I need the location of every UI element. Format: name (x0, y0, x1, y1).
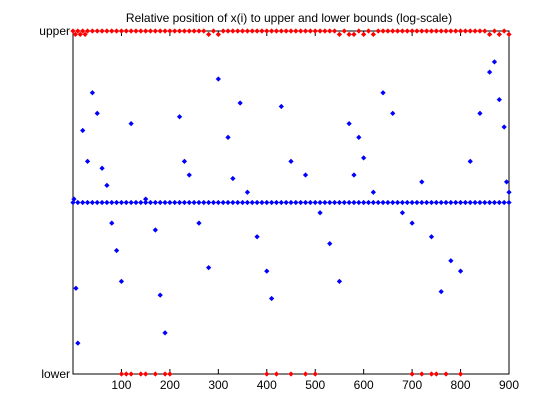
x-tick-label: 600 (354, 378, 374, 392)
series-3 (119, 372, 463, 376)
x-tick-label: 200 (160, 378, 180, 392)
x-tick-label: 800 (451, 378, 471, 392)
x-tick-label: 400 (257, 378, 277, 392)
x-tick-label: 900 (499, 378, 519, 392)
x-tick-label: 700 (402, 378, 422, 392)
chart-title: Relative position of x(i) to upper and l… (126, 11, 452, 25)
y-tick-label: upper (39, 24, 70, 38)
x-tick-label: 100 (111, 378, 131, 392)
x-tick-label: 500 (305, 378, 325, 392)
y-tick-label: lower (41, 367, 70, 381)
x-tick-label: 300 (208, 378, 228, 392)
series-1 (71, 200, 511, 204)
